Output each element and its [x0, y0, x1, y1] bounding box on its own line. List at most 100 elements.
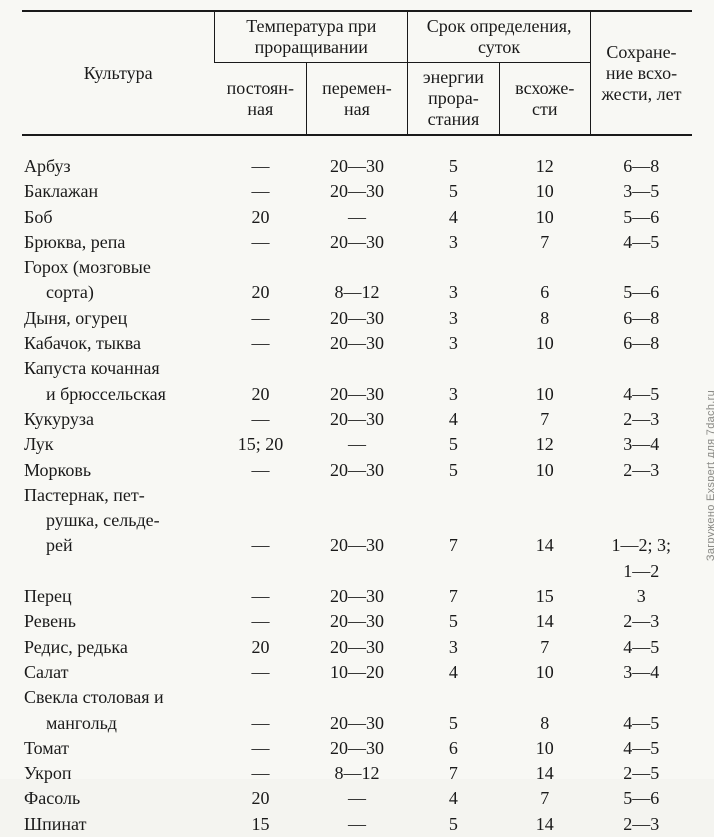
cell-period-germ: 7	[499, 786, 590, 811]
cell-culture: Морковь	[22, 457, 215, 482]
table-row: Шпинат15—5142—3	[22, 811, 692, 836]
cell-period-energy: 3	[408, 331, 499, 356]
cell-viability: 6—8	[590, 331, 692, 356]
cell-period-energy: 7	[408, 533, 499, 558]
cell-temp-const: —	[215, 135, 306, 179]
cell-viability: 3—4	[590, 659, 692, 684]
cell-culture-cont: сорта)	[22, 280, 215, 305]
cell-viability: 2—3	[590, 609, 692, 634]
cell-temp-const: —	[215, 229, 306, 254]
table-row: Горох (мозговые	[22, 255, 692, 280]
cell-temp-const: —	[215, 710, 306, 735]
col-header-temp-var: перемен-ная	[306, 63, 408, 136]
cell-period-germ: 10	[499, 659, 590, 684]
cell-temp-var: 20—30	[306, 179, 408, 204]
cell-temp-var: 20—30	[306, 609, 408, 634]
table-row: Пастернак, пет-	[22, 482, 692, 507]
cell-period-germ: 6	[499, 280, 590, 305]
cell-period-germ: 14	[499, 609, 590, 634]
cell-temp-const: —	[215, 305, 306, 330]
cell-culture: Салат	[22, 659, 215, 684]
cell-period-energy: 5	[408, 811, 499, 836]
table-row: рушка, сельде-	[22, 508, 692, 533]
cell-viability: 3—4	[590, 432, 692, 457]
table-row: Перец—20—307153	[22, 584, 692, 609]
table-row: Капуста кочанная	[22, 356, 692, 381]
cell-temp-const: —	[215, 533, 306, 558]
cell-culture: Лук	[22, 432, 215, 457]
col-header-period-energy: энергии прора-стания	[408, 63, 499, 136]
col-header-period-group: Срок определения, суток	[408, 11, 591, 63]
table-header: Культура Температура при проращивании Ср…	[22, 11, 692, 135]
cell-period-germ: 14	[499, 533, 590, 558]
cell-culture: Горох (мозговые	[22, 255, 215, 280]
cell-temp-var: —	[306, 204, 408, 229]
cell-period-energy: 3	[408, 305, 499, 330]
cell-viability: 5—6	[590, 280, 692, 305]
cell-culture: Арбуз	[22, 135, 215, 179]
cell-culture: Томат	[22, 735, 215, 760]
cell-temp-const: 20	[215, 634, 306, 659]
cell-period-germ: 7	[499, 406, 590, 431]
table-row: 1—2	[22, 558, 692, 583]
cell-culture: Ревень	[22, 609, 215, 634]
cell-temp-var: 20—30	[306, 381, 408, 406]
cell-temp-const: 20	[215, 786, 306, 811]
cell-culture: Перец	[22, 584, 215, 609]
cell-culture-cont: рей	[22, 533, 215, 558]
table-row: Ревень—20—305142—3	[22, 609, 692, 634]
cell-viability: 4—5	[590, 634, 692, 659]
watermark-text: Загружено Exspert для 7dach.ru	[705, 390, 714, 561]
cell-temp-const: 20	[215, 381, 306, 406]
germination-table: Культура Температура при проращивании Ср…	[22, 10, 692, 837]
table-row: Кабачок, тыква—20—303106—8	[22, 331, 692, 356]
cell-temp-var: 8—12	[306, 280, 408, 305]
table-row: Морковь—20—305102—3	[22, 457, 692, 482]
cell-period-energy: 6	[408, 735, 499, 760]
table-row: и брюссельская2020—303104—5	[22, 381, 692, 406]
cell-culture: Баклажан	[22, 179, 215, 204]
cell-viability: 6—8	[590, 305, 692, 330]
table-row: Кукуруза—20—30472—3	[22, 406, 692, 431]
col-header-culture: Культура	[22, 11, 215, 135]
cell-period-germ: 10	[499, 204, 590, 229]
cell-temp-var: 20—30	[306, 406, 408, 431]
cell-period-energy: 5	[408, 457, 499, 482]
col-header-temp-const: постоян-ная	[215, 63, 306, 136]
cell-temp-var: 20—30	[306, 331, 408, 356]
cell-viability: 1—2; 3;	[590, 533, 692, 558]
cell-temp-const: —	[215, 179, 306, 204]
cell-period-energy: 5	[408, 710, 499, 735]
cell-culture: Боб	[22, 204, 215, 229]
cell-temp-const: —	[215, 735, 306, 760]
cell-temp-var: 20—30	[306, 457, 408, 482]
cell-period-energy: 7	[408, 761, 499, 786]
cell-temp-const: —	[215, 584, 306, 609]
table-row: Арбуз—20—305126—8	[22, 135, 692, 179]
cell-viability: 3—5	[590, 179, 692, 204]
cell-period-energy: 4	[408, 786, 499, 811]
cell-temp-const: —	[215, 659, 306, 684]
table-row: Боб20—4105—6	[22, 204, 692, 229]
cell-culture: Свекла столовая и	[22, 685, 215, 710]
cell-period-energy: 5	[408, 609, 499, 634]
cell-period-germ: 8	[499, 305, 590, 330]
cell-period-energy: 4	[408, 406, 499, 431]
table-row: Лук15; 20—5123—4	[22, 432, 692, 457]
cell-culture: Пастернак, пет-	[22, 482, 215, 507]
cell-temp-var: 20—30	[306, 229, 408, 254]
cell-period-germ: 12	[499, 135, 590, 179]
cell-culture: Укроп	[22, 761, 215, 786]
cell-temp-var: 20—30	[306, 634, 408, 659]
cell-culture-cont: рушка, сельде-	[22, 508, 215, 533]
cell-viability: 4—5	[590, 735, 692, 760]
cell-temp-const: —	[215, 331, 306, 356]
cell-viability: 5—6	[590, 204, 692, 229]
cell-temp-var: 20—30	[306, 533, 408, 558]
cell-period-energy: 5	[408, 135, 499, 179]
cell-culture: Шпинат	[22, 811, 215, 836]
cell-period-germ: 8	[499, 710, 590, 735]
table-row: сорта)208—12365—6	[22, 280, 692, 305]
cell-viability: 2—3	[590, 811, 692, 836]
cell-temp-var: —	[306, 432, 408, 457]
